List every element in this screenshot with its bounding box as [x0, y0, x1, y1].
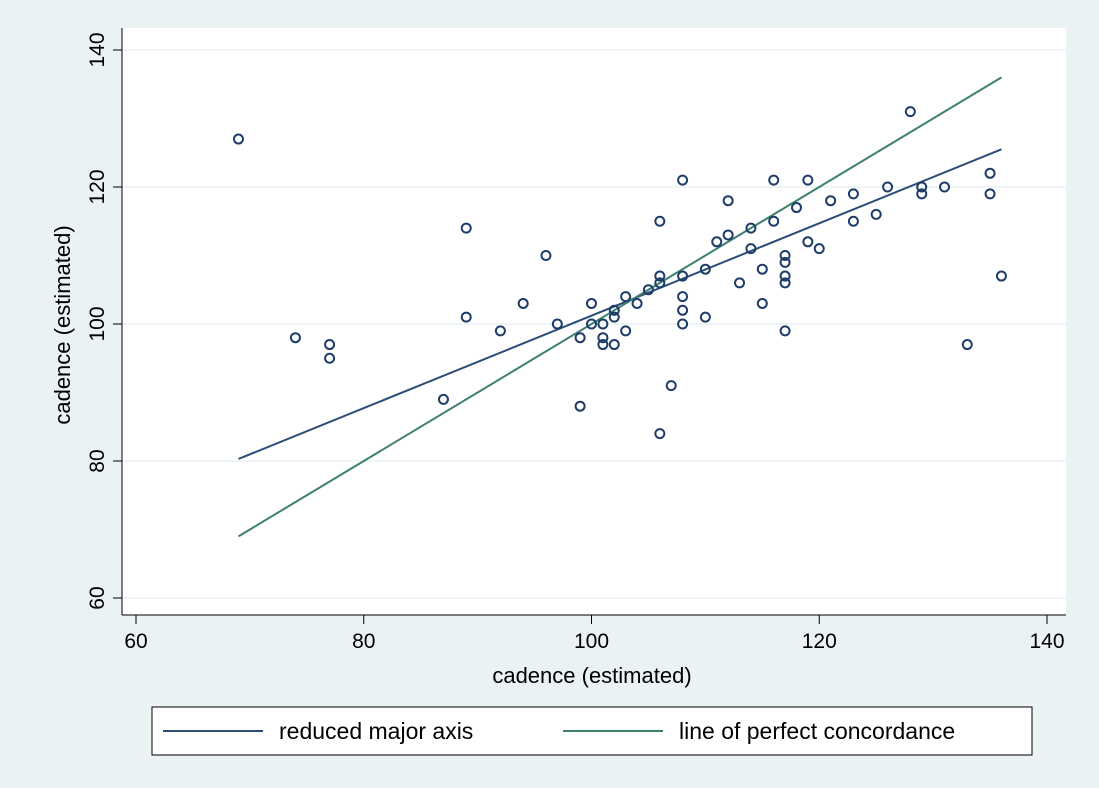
point-32	[677, 291, 689, 303]
point-64	[939, 181, 951, 193]
point-18	[608, 304, 620, 316]
point-3	[324, 352, 336, 364]
point-57	[847, 188, 859, 200]
point-31	[677, 270, 689, 282]
x-tick-label-120: 120	[802, 630, 837, 653]
point-66	[984, 167, 996, 179]
y-tick-label-100: 100	[86, 306, 109, 341]
point-9	[540, 250, 552, 261]
point-16	[597, 332, 609, 344]
line-line-of-perfect-concordance	[237, 76, 1002, 538]
axes: 60 80 100 120 140 60 80 100 120 140	[86, 28, 1066, 653]
point-13	[586, 297, 597, 309]
point-4	[437, 393, 449, 405]
point-25	[654, 215, 666, 227]
point-52	[790, 202, 802, 214]
point-19	[608, 311, 620, 323]
point-21	[620, 291, 632, 303]
point-27	[654, 277, 666, 289]
point-15	[597, 318, 609, 330]
point-24	[642, 284, 654, 296]
point-29	[665, 380, 677, 392]
fit-lines	[237, 76, 1002, 538]
point-46	[768, 215, 780, 227]
point-23	[631, 297, 643, 309]
point-50	[779, 277, 791, 289]
point-60	[882, 181, 894, 193]
point-55	[813, 243, 825, 255]
point-62	[916, 181, 928, 193]
point-65	[961, 339, 973, 351]
point-59	[870, 208, 882, 220]
point-0	[232, 133, 244, 145]
point-68	[995, 270, 1007, 282]
point-47	[779, 250, 791, 261]
point-45	[768, 174, 780, 186]
point-5	[460, 222, 472, 234]
point-51	[779, 325, 791, 337]
point-10	[551, 318, 563, 330]
x-tick-label-100: 100	[574, 630, 609, 653]
point-40	[734, 277, 746, 289]
point-63	[916, 188, 928, 200]
point-33	[677, 304, 689, 316]
x-tick-label-140: 140	[1029, 630, 1064, 653]
point-41	[745, 222, 757, 234]
point-53	[802, 174, 814, 186]
point-17	[597, 339, 609, 351]
point-54	[802, 236, 814, 248]
x-tick-label-80: 80	[352, 630, 375, 653]
point-56	[825, 195, 837, 207]
point-42	[745, 243, 757, 255]
legend-label-line-of-perfect-concordance: line of perfect concordance	[679, 718, 955, 744]
point-12	[574, 332, 586, 344]
legend-label-reduced-major-axis: reduced major axis	[279, 718, 473, 744]
point-44	[756, 297, 768, 309]
point-58	[847, 215, 859, 227]
point-49	[779, 270, 791, 282]
y-axis-title: cadence (estimated)	[50, 225, 75, 424]
point-43	[756, 263, 768, 275]
point-61	[904, 106, 916, 118]
point-35	[699, 263, 711, 275]
point-34	[677, 318, 689, 330]
point-8	[517, 297, 529, 309]
y-tick-label-60: 60	[86, 586, 109, 609]
point-1	[289, 332, 301, 344]
point-28	[654, 428, 666, 440]
point-39	[722, 229, 734, 241]
point-36	[699, 311, 711, 323]
legend: reduced major axis line of perfect conco…	[151, 706, 1033, 756]
point-48	[779, 256, 791, 268]
data-points	[232, 106, 1007, 440]
point-7	[494, 325, 506, 337]
point-38	[722, 195, 734, 207]
y-tick-label-120: 120	[86, 169, 109, 204]
point-11	[574, 400, 586, 412]
line-reduced-major-axis	[238, 148, 1002, 460]
x-tick-label-60: 60	[124, 630, 147, 653]
y-tick-label-140: 140	[86, 32, 109, 67]
y-tick-label-80: 80	[86, 449, 109, 472]
point-6	[460, 311, 472, 323]
point-20	[608, 339, 620, 351]
point-37	[711, 236, 723, 248]
point-30	[677, 174, 689, 186]
point-22	[620, 325, 632, 337]
point-67	[984, 188, 996, 200]
x-axis-title: cadence (estimated)	[492, 663, 691, 688]
point-2	[324, 339, 336, 351]
point-26	[654, 270, 666, 282]
point-14	[586, 318, 597, 330]
legend-box	[151, 706, 1033, 756]
